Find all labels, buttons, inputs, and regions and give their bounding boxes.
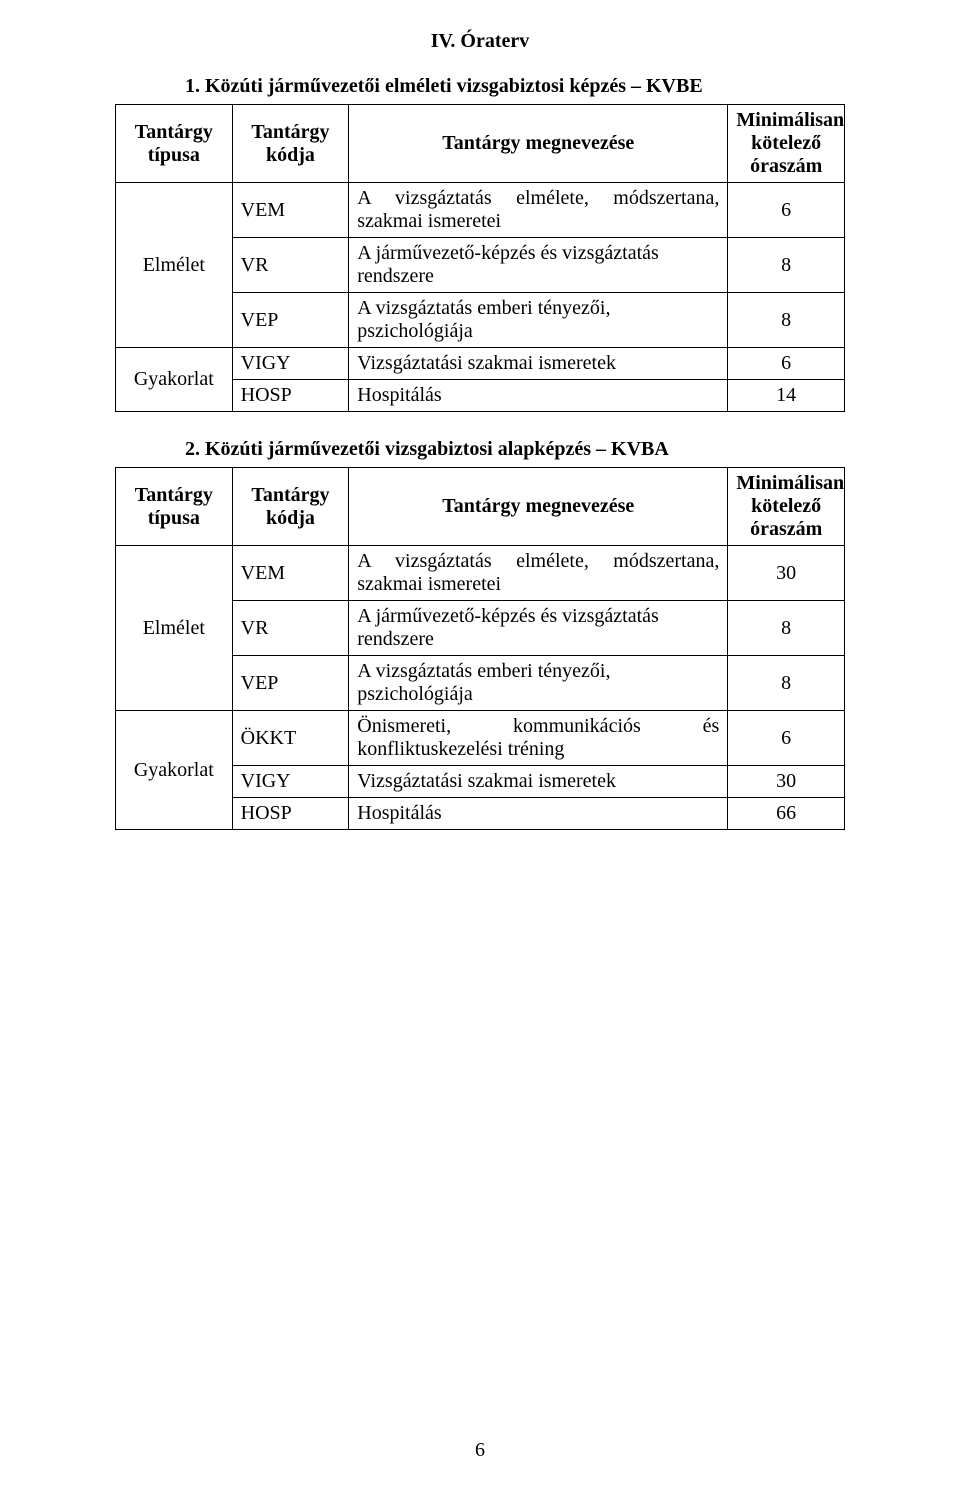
- cell-type: Elmélet: [116, 546, 233, 711]
- cell-hours: 8: [728, 293, 845, 348]
- header-hours: Minimálisan kötelező óraszám: [728, 468, 845, 546]
- table-header-row: Tantárgy típusaTantárgy kódjaTantárgy me…: [116, 468, 845, 546]
- cell-hours: 6: [728, 183, 845, 238]
- cell-name: A vizsgáztatás elmélete, módszertana, sz…: [349, 183, 728, 238]
- header-code: Tantárgy kódja: [232, 468, 349, 546]
- cell-name: A járművezető-képzés és vizsgáztatás ren…: [349, 238, 728, 293]
- cell-code: VR: [232, 601, 349, 656]
- cell-hours: 8: [728, 656, 845, 711]
- table-row: ElméletVEMA vizsgáztatás elmélete, módsz…: [116, 183, 845, 238]
- cell-hours: 66: [728, 798, 845, 830]
- table2-heading: 2. Közúti járművezetői vizsgabiztosi ala…: [185, 438, 845, 461]
- cell-name: Vizsgáztatási szakmai ismeretek: [349, 766, 728, 798]
- cell-code: VEM: [232, 546, 349, 601]
- cell-code: HOSP: [232, 798, 349, 830]
- cell-name: Vizsgáztatási szakmai ismeretek: [349, 348, 728, 380]
- cell-type: Gyakorlat: [116, 348, 233, 412]
- cell-hours: 8: [728, 601, 845, 656]
- cell-hours: 14: [728, 380, 845, 412]
- cell-name: Önismereti, kommunikációs és konfliktusk…: [349, 711, 728, 766]
- cell-hours: 8: [728, 238, 845, 293]
- table-row: GyakorlatVIGYVizsgáztatási szakmai ismer…: [116, 348, 845, 380]
- cell-code: ÖKKT: [232, 711, 349, 766]
- cell-name: A vizsgáztatás emberi tényezői, pszichol…: [349, 293, 728, 348]
- cell-name: Hospitálás: [349, 798, 728, 830]
- header-name: Tantárgy megnevezése: [349, 105, 728, 183]
- cell-hours: 30: [728, 546, 845, 601]
- cell-hours: 30: [728, 766, 845, 798]
- table1: Tantárgy típusaTantárgy kódjaTantárgy me…: [115, 104, 845, 412]
- table-header-row: Tantárgy típusaTantárgy kódjaTantárgy me…: [116, 105, 845, 183]
- cell-code: VEP: [232, 293, 349, 348]
- cell-name: A vizsgáztatás elmélete, módszertana, sz…: [349, 546, 728, 601]
- cell-name: A vizsgáztatás emberi tényezői, pszichol…: [349, 656, 728, 711]
- header-hours: Minimálisan kötelező óraszám: [728, 105, 845, 183]
- table-row: ElméletVEMA vizsgáztatás elmélete, módsz…: [116, 546, 845, 601]
- cell-type: Gyakorlat: [116, 711, 233, 830]
- cell-code: HOSP: [232, 380, 349, 412]
- cell-code: VEM: [232, 183, 349, 238]
- table2: Tantárgy típusaTantárgy kódjaTantárgy me…: [115, 467, 845, 830]
- page-number: 6: [0, 1439, 960, 1462]
- table-row: GyakorlatÖKKTÖnismereti, kommunikációs é…: [116, 711, 845, 766]
- cell-hours: 6: [728, 348, 845, 380]
- header-type: Tantárgy típusa: [116, 468, 233, 546]
- cell-type: Elmélet: [116, 183, 233, 348]
- table1-heading: 1. Közúti járművezetői elméleti vizsgabi…: [185, 75, 845, 98]
- header-code: Tantárgy kódja: [232, 105, 349, 183]
- cell-code: VR: [232, 238, 349, 293]
- cell-code: VEP: [232, 656, 349, 711]
- cell-code: VIGY: [232, 348, 349, 380]
- cell-name: Hospitálás: [349, 380, 728, 412]
- cell-hours: 6: [728, 711, 845, 766]
- header-name: Tantárgy megnevezése: [349, 468, 728, 546]
- cell-code: VIGY: [232, 766, 349, 798]
- cell-name: A járművezető-képzés és vizsgáztatás ren…: [349, 601, 728, 656]
- section-title: IV. Óraterv: [115, 30, 845, 53]
- header-type: Tantárgy típusa: [116, 105, 233, 183]
